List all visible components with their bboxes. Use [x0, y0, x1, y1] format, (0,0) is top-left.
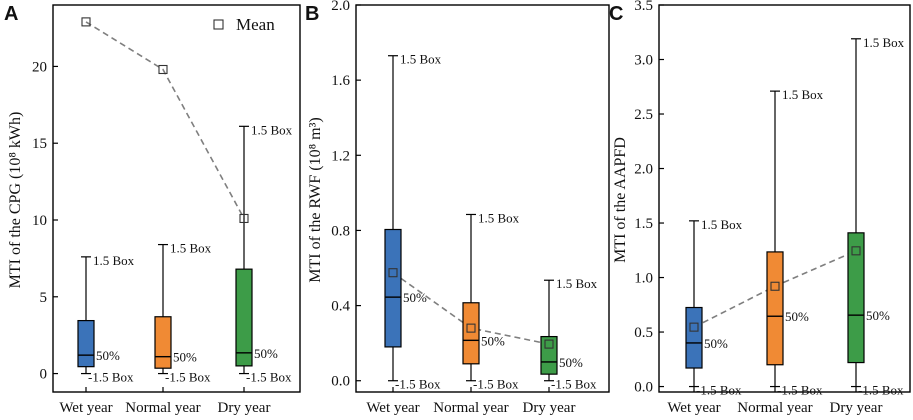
- annotation-median: 50%: [704, 336, 728, 351]
- annotation-high: 1.5 Box: [556, 276, 598, 291]
- panel-letter: A: [4, 3, 18, 25]
- legend-mean-marker: [213, 19, 224, 30]
- panel-c: C 0.0 0.5 1.0 1.5 2.0 2.5 3.0 3.5 MTI of the AAPF…: [609, 0, 911, 416]
- x-tick-label: Normal year: [737, 400, 812, 416]
- y-tick-label: 10: [32, 213, 47, 229]
- panel-b: B 0.0 0.4 0.8 1.2 1.6 2.0 MTI of the RWF (10⁸ m…: [305, 0, 610, 416]
- box-body: [154, 316, 172, 369]
- annotation-high: 1.5 Box: [863, 35, 905, 50]
- annotation-high: 1.5 Box: [93, 253, 135, 268]
- annotation-low: -1.5 Box: [696, 383, 742, 398]
- annotation-high: 1.5 Box: [782, 87, 824, 102]
- x-tick-label: Wet year: [59, 400, 112, 416]
- y-tick-label: 0.0: [331, 374, 350, 390]
- y-tick-label: 1.2: [331, 148, 350, 164]
- box-body: [384, 228, 402, 348]
- mean-marker: [388, 268, 398, 278]
- box-body: [462, 302, 480, 365]
- mean-marker: [544, 339, 554, 349]
- y-tick-label: 0.8: [331, 223, 350, 239]
- y-tick-label: 0.0: [634, 380, 653, 396]
- mean-marker: [81, 17, 91, 27]
- annotation-low: -1.5 Box: [551, 377, 597, 392]
- x-tick-label: Wet year: [366, 400, 419, 416]
- y-axis-title: MTI of the CPG (10⁸ kWh): [7, 112, 24, 289]
- annotation-high: 1.5 Box: [251, 122, 293, 137]
- annotation-low: -1.5 Box: [88, 370, 134, 385]
- y-tick-label: 3.0: [634, 53, 653, 69]
- annotation-median: 50%: [254, 346, 278, 361]
- annotation-median: 50%: [96, 348, 120, 363]
- annotation-median: 50%: [785, 309, 809, 324]
- y-tick-label: 2.0: [634, 162, 653, 178]
- panel-a: A 0 5 10 15 20 MTI of the CPG (10⁸ kWh) Wet yea…: [4, 3, 301, 416]
- y-tick-label: 2.0: [331, 0, 350, 14]
- annotation-median: 50%: [866, 308, 890, 323]
- x-tick-label: Dry year: [830, 400, 883, 416]
- panel-letter: C: [609, 3, 623, 25]
- annotation-median: 50%: [403, 290, 427, 305]
- annotation-low: -1.5 Box: [777, 383, 823, 398]
- y-tick-label: 5: [40, 290, 48, 306]
- panel-letter: B: [305, 3, 319, 25]
- box-body: [77, 319, 95, 368]
- mean-marker: [851, 246, 861, 256]
- x-tick-label: Wet year: [667, 400, 720, 416]
- mean-marker: [239, 213, 249, 224]
- annotation-low: -1.5 Box: [858, 383, 904, 398]
- mean-marker: [770, 281, 780, 291]
- y-tick-label: 0: [40, 367, 48, 383]
- y-tick-label: 0.4: [331, 299, 350, 315]
- annotation-low: -1.5 Box: [246, 370, 292, 385]
- box-body: [847, 232, 865, 364]
- box-body: [540, 335, 558, 375]
- x-tick-label: Normal year: [433, 400, 508, 416]
- mean-marker: [158, 64, 168, 75]
- box-body: [766, 251, 784, 366]
- annotation-high: 1.5 Box: [400, 52, 442, 67]
- x-tick-label: Normal year: [125, 400, 200, 416]
- mean-marker: [689, 322, 699, 332]
- x-tick-label: Dry year: [523, 400, 576, 416]
- annotation-median: 50%: [173, 350, 197, 365]
- box-body: [685, 306, 703, 369]
- annotation-high: 1.5 Box: [478, 210, 520, 225]
- annotation-high: 1.5 Box: [701, 217, 743, 232]
- x-tick-label: Dry year: [218, 400, 271, 416]
- annotation-median: 50%: [481, 333, 505, 348]
- y-tick-label: 20: [32, 59, 47, 75]
- legend-label: Mean: [236, 15, 275, 34]
- mean-marker: [466, 323, 476, 333]
- y-tick-label: 0.5: [634, 325, 653, 341]
- y-tick-label: 1.0: [634, 271, 653, 287]
- y-tick-label: 2.5: [634, 107, 653, 123]
- y-tick-label: 1.5: [634, 216, 653, 232]
- y-tick-label: 1.6: [331, 73, 350, 89]
- y-tick-label: 3.5: [634, 0, 653, 14]
- annotation-median: 50%: [559, 355, 583, 370]
- y-axis-title: MTI of the RWF (10⁸ m³): [307, 117, 324, 282]
- y-tick-label: 15: [32, 136, 47, 152]
- annotation-high: 1.5 Box: [170, 241, 212, 256]
- annotation-low: -1.5 Box: [473, 377, 519, 392]
- box-body: [235, 268, 253, 367]
- plot-frame: [658, 4, 911, 393]
- y-axis-title: MTI of the AAPFD: [612, 137, 629, 263]
- annotation-low: -1.5 Box: [165, 370, 211, 385]
- plot-frame: [52, 4, 301, 393]
- plot-frame: [355, 4, 610, 393]
- mean-trend-line: [85, 21, 245, 219]
- annotation-low: -1.5 Box: [395, 377, 441, 392]
